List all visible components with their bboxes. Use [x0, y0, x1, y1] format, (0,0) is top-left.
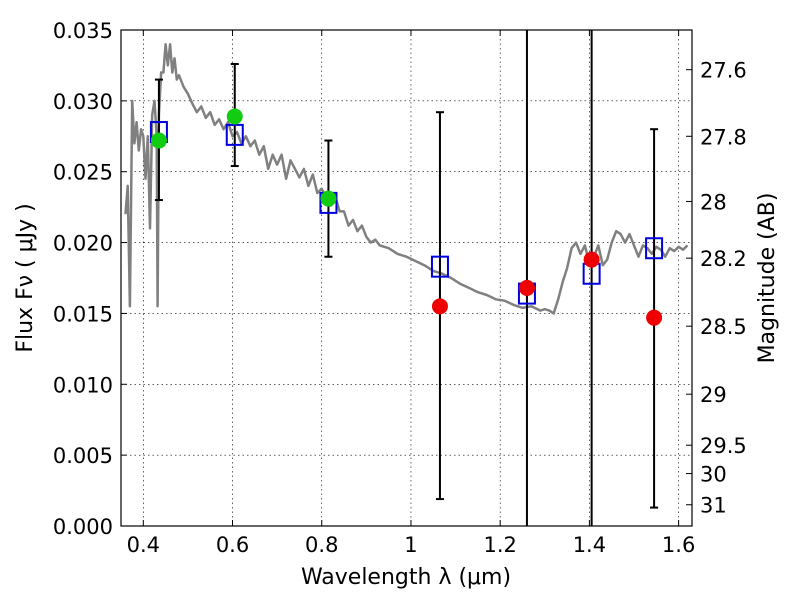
right-tick-label: 29.5: [700, 434, 747, 458]
x-axis-label: Wavelength λ (μm): [301, 565, 511, 590]
x-axis-ticks: 0.4 0.6 0.8 1 1.2 1.4 1.6: [127, 30, 695, 557]
y-axis-ticks: 0.000 0.005 0.010 0.015 0.020 0.025 0.030 0.035: [53, 19, 127, 539]
measured-point-marker: [646, 309, 663, 326]
x-tick-label: 1.6: [662, 533, 695, 557]
x-tick-label: 0.8: [305, 533, 338, 557]
right-axis-label: Magnitude (AB): [755, 193, 780, 364]
right-axis-ticks: 27.6 27.8 28 28.2 28.5 29 29.5 30 31: [686, 59, 747, 518]
measured-point-marker: [320, 190, 337, 207]
x-tick-label: 0.4: [127, 533, 160, 557]
model-square-marker: [430, 255, 449, 278]
y-tick-label: 0.005: [53, 444, 113, 468]
right-tick-label: 28: [700, 190, 727, 214]
y-tick-label: 0.000: [53, 515, 113, 539]
y-tick-label: 0.025: [53, 161, 113, 185]
measured-point-marker: [226, 108, 243, 125]
y-axis-label: Flux Fν ( μJy ): [13, 203, 38, 352]
measured-point-marker: [583, 251, 600, 268]
right-tick-label: 28.5: [700, 315, 747, 339]
plot-background: [121, 30, 692, 526]
right-tick-label: 27.6: [700, 59, 747, 83]
x-tick-label: 0.6: [216, 533, 249, 557]
y-tick-label: 0.020: [53, 232, 113, 256]
measured-points-layer: [150, 108, 663, 326]
y-tick-label: 0.010: [53, 373, 113, 397]
x-tick-label: 1: [404, 533, 417, 557]
y-tick-label: 0.030: [53, 90, 113, 114]
x-tick-label: 1.4: [573, 533, 606, 557]
right-tick-label: 27.8: [700, 125, 747, 149]
right-tick-label: 30: [700, 463, 727, 487]
plot-frame: [120, 29, 693, 527]
measured-point-marker: [150, 132, 167, 149]
y-tick-label: 0.015: [53, 302, 113, 326]
x-tick-label: 1.2: [483, 533, 516, 557]
measured-point-marker: [431, 298, 448, 315]
model-square-marker: [225, 123, 244, 146]
measured-point-marker: [518, 279, 535, 296]
right-tick-label: 28.2: [700, 247, 747, 271]
y-tick-label: 0.035: [53, 19, 113, 43]
model-square-marker: [645, 237, 664, 260]
right-tick-label: 29: [700, 383, 727, 407]
right-tick-label: 31: [700, 494, 727, 518]
